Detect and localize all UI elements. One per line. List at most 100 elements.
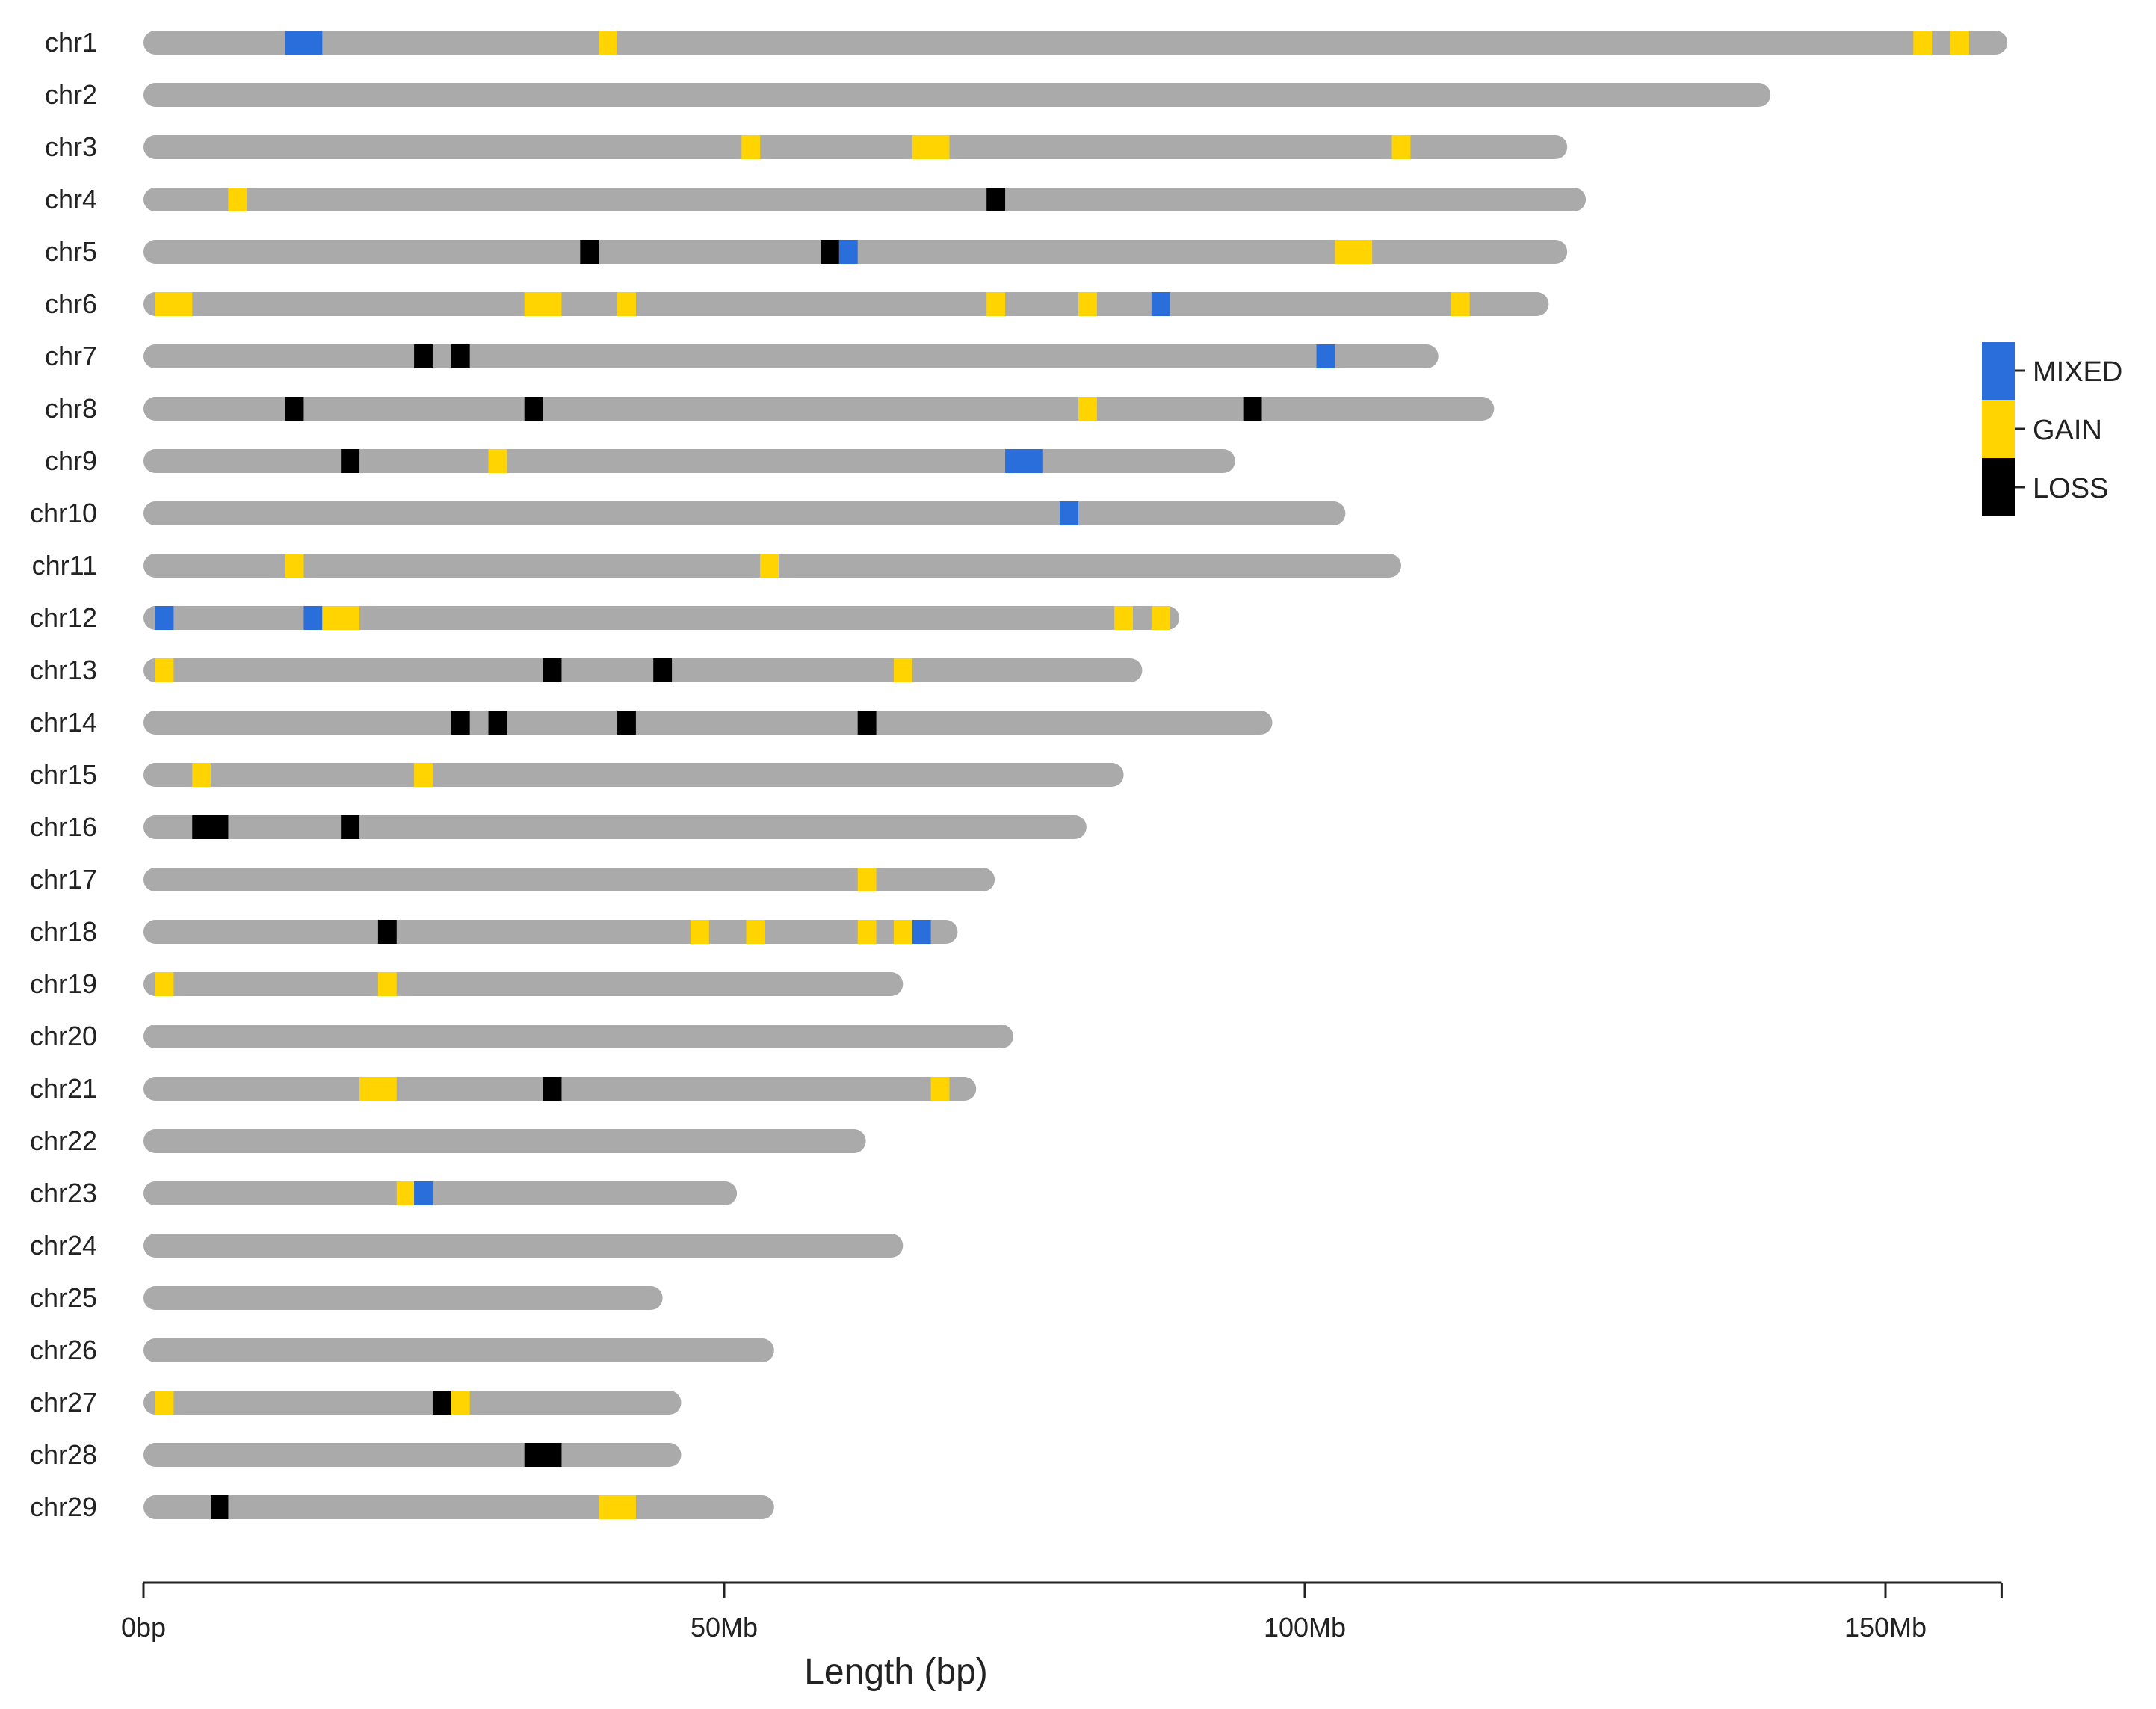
chromosome-row-chr27: chr27: [30, 1387, 682, 1418]
chromosome-label: chr7: [45, 341, 97, 371]
chromosome-label: chr14: [30, 707, 97, 738]
chromosome-bar: [143, 606, 1180, 630]
chromosome-label: chr10: [30, 498, 97, 528]
cnv-segment-mixed: [1005, 449, 1043, 473]
cnv-segment-gain: [599, 1495, 636, 1519]
cnv-segment-mixed: [838, 240, 858, 264]
cnv-segment-gain: [377, 972, 397, 996]
legend-item-mixed: MIXED: [1982, 342, 2122, 400]
chromosome-bar: [143, 1495, 774, 1519]
chromosome-bar: [143, 763, 1124, 787]
chromosome-label: chr28: [30, 1439, 97, 1470]
x-tick-label: 50Mb: [691, 1612, 758, 1642]
cnv-segment-loss: [341, 449, 360, 473]
chromosome-row-chr5: chr5: [45, 236, 1568, 267]
cnv-segment-gain: [524, 292, 562, 316]
cnv-segment-loss: [543, 1077, 562, 1101]
cnv-segment-loss: [543, 658, 562, 682]
cnv-segment-loss: [653, 658, 673, 682]
chromosome-bar: [143, 31, 2008, 55]
chromosome-bar: [143, 711, 1273, 735]
chromosome-bar: [143, 344, 1439, 368]
chromosome-row-chr2: chr2: [45, 79, 1771, 110]
cnv-segment-mixed: [1151, 292, 1170, 316]
cnv-segment-loss: [820, 240, 839, 264]
cnv-segment-loss: [192, 815, 229, 839]
cnv-segment-gain: [1151, 606, 1170, 630]
cnv-segment-loss: [451, 344, 470, 368]
cnv-segment-gain: [986, 292, 1006, 316]
chromosome-label: chr17: [30, 864, 97, 894]
chromosome-bar: [143, 188, 1587, 211]
chromosome-bar: [143, 1025, 1013, 1048]
cnv-segment-gain: [414, 763, 433, 787]
chromosome-bar: [143, 1181, 738, 1205]
chromosome-label: chr25: [30, 1282, 97, 1313]
chromosome-label: chr20: [30, 1021, 97, 1051]
cnv-segment-gain: [1391, 135, 1411, 159]
cnv-segment-gain: [1078, 292, 1097, 316]
chromosome-row-chr21: chr21: [30, 1073, 977, 1104]
chromosome-label: chr29: [30, 1492, 97, 1522]
chromosome-row-chr18: chr18: [30, 916, 958, 947]
legend-swatch: [1982, 458, 2015, 516]
cnv-segment-loss: [580, 240, 599, 264]
chromosome-label: chr9: [45, 445, 97, 476]
chromosome-row-chr9: chr9: [45, 445, 1235, 476]
legend-label: MIXED: [2033, 356, 2122, 388]
chromosome-row-chr26: chr26: [30, 1335, 774, 1365]
chromosome-label: chr8: [45, 393, 97, 424]
chromosome-label: chr12: [30, 602, 97, 633]
cnv-segment-gain: [285, 554, 304, 578]
x-tick-label: 0bp: [121, 1612, 166, 1642]
cnv-segment-gain: [155, 292, 193, 316]
cnv-segment-mixed: [285, 31, 323, 55]
cnv-segment-loss: [377, 920, 397, 944]
chromosome-label: chr15: [30, 759, 97, 790]
chromosome-row-chr24: chr24: [30, 1230, 904, 1261]
chromosome-label: chr6: [45, 288, 97, 319]
chromosome-bar: [143, 1234, 904, 1258]
chromosome-label: chr27: [30, 1387, 97, 1418]
cnv-segment-mixed: [155, 606, 174, 630]
chromosome-bar: [143, 292, 1549, 316]
cnv-segment-gain: [396, 1181, 415, 1205]
chromosome-bar: [143, 815, 1087, 839]
legend-swatch: [1982, 400, 2015, 458]
chromosome-row-chr17: chr17: [30, 864, 995, 894]
cnv-segment-gain: [690, 920, 709, 944]
cnv-segment-loss: [617, 711, 636, 735]
chromosome-row-chr25: chr25: [30, 1282, 663, 1313]
chromosome-row-chr15: chr15: [30, 759, 1124, 790]
cnv-segment-gain: [857, 868, 877, 891]
chromosome-row-chr4: chr4: [45, 184, 1587, 214]
legend: MIXED GAIN LOSS: [1982, 342, 2122, 516]
cnv-segment-gain: [1335, 240, 1373, 264]
chromosome-bar: [143, 501, 1346, 525]
cnv-segment-gain: [1078, 397, 1097, 421]
chromosome-label: chr23: [30, 1178, 97, 1208]
chromosome-label: chr1: [45, 27, 97, 58]
cnv-segment-gain: [155, 972, 174, 996]
x-axis-title: Length (bp): [804, 1652, 988, 1692]
chromosome-row-chr19: chr19: [30, 968, 904, 999]
chromosome-row-chr14: chr14: [30, 707, 1273, 738]
chromosome-label: chr24: [30, 1230, 97, 1261]
x-axis: 0bp 50Mb 100Mb 150Mb: [121, 1581, 2003, 1642]
chromosome-label: chr2: [45, 79, 97, 110]
cnv-segment-gain: [322, 606, 360, 630]
cnv-segment-loss: [414, 344, 433, 368]
legend-label: GAIN: [2033, 415, 2102, 446]
legend-item-loss: LOSS: [1982, 458, 2108, 516]
cnv-segment-gain: [1913, 31, 1933, 55]
chromosome-tracks: chr1 chr2 chr3 chr4 chr5 chr6 chr7 chr8 chr9 chr1…: [30, 27, 2008, 1522]
chromosome-label: chr4: [45, 184, 97, 214]
cnv-segment-gain: [451, 1391, 470, 1415]
chromosome-row-chr3: chr3: [45, 132, 1568, 162]
chromosome-label: chr22: [30, 1125, 97, 1156]
legend-item-gain: GAIN: [1982, 400, 2102, 458]
chromosome-row-chr6: chr6: [45, 288, 1549, 319]
cnv-segment-gain: [1114, 606, 1134, 630]
chromosome-row-chr7: chr7: [45, 341, 1439, 371]
